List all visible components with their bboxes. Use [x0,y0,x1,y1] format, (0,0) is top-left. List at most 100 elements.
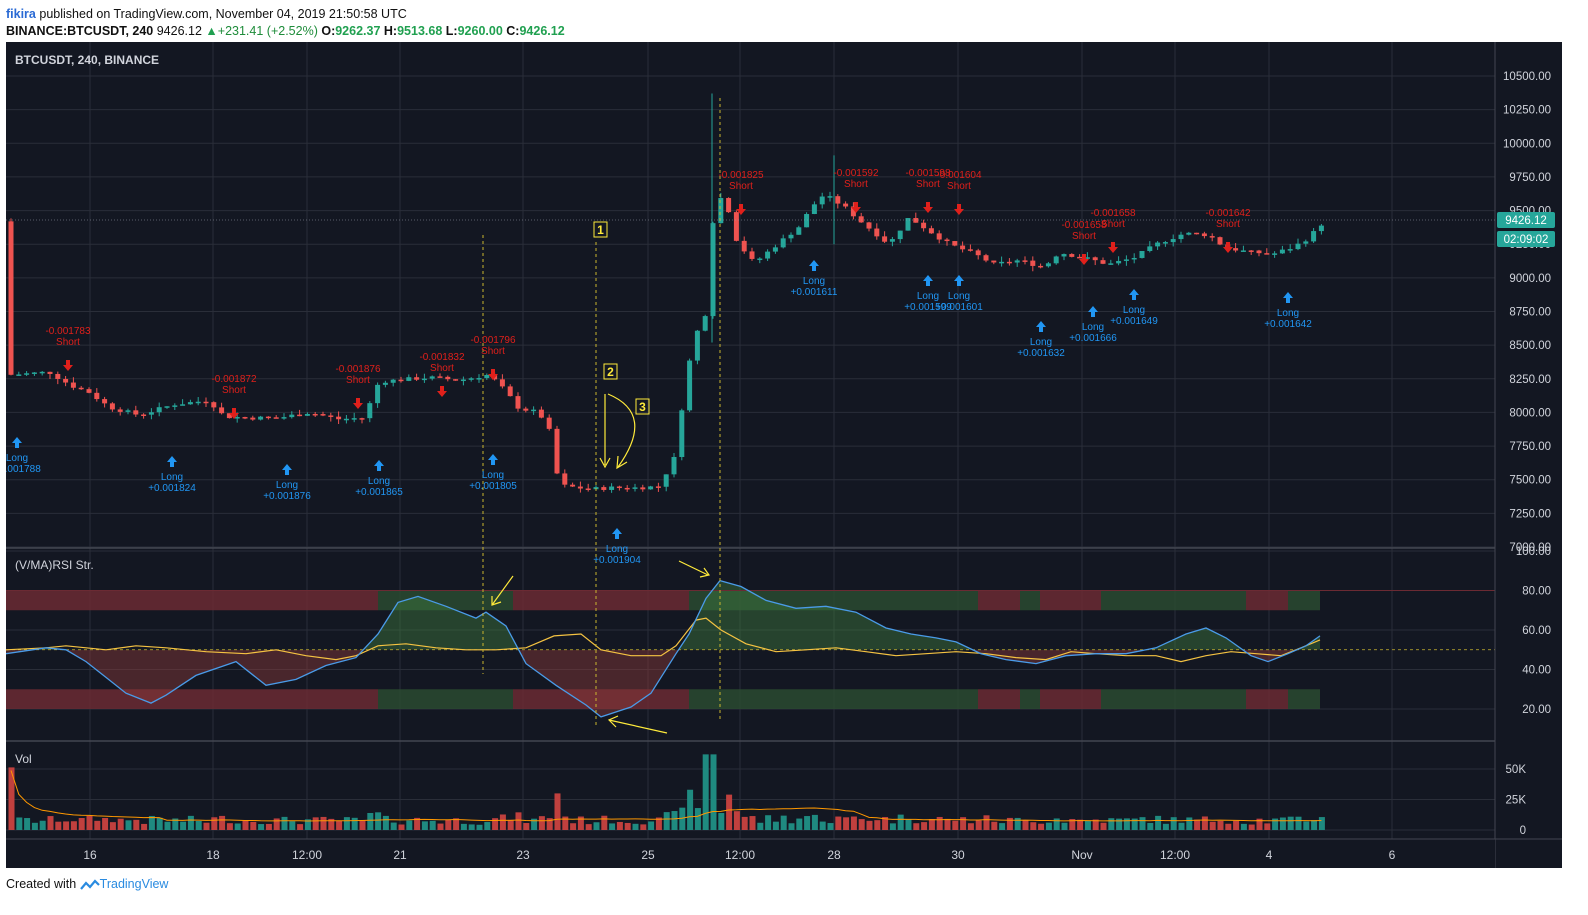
signal-value-label: +0.001788 [6,464,41,475]
long-arrow-icon [1283,292,1293,303]
annot-rsi-arrow-1-head [491,596,502,606]
annot-arrow-down-head [599,457,611,469]
tradingview-brand-link[interactable]: TradingView [99,877,169,891]
volume-bar [86,815,93,830]
volume-bar [31,822,38,830]
annot-rsi-arrow-2-head [699,567,711,578]
candle-body [1194,232,1200,235]
long-arrow-icon [923,275,933,286]
volume-bar [741,816,748,830]
volume-bar [24,818,31,830]
volume-bar [570,823,577,830]
long-arrow-icon [282,464,292,475]
vol-tick-label: 0 [1520,825,1526,837]
candle-body [437,376,443,378]
candle-body [382,382,388,385]
volume-bar [624,822,631,830]
rsi-lower-zone [1040,689,1101,709]
annot-box-3-label: 3 [639,400,646,414]
signal-value-label: +0.001601 [935,302,983,313]
price-tick-label: 7750.00 [1509,441,1551,453]
open-value: 9262.37 [335,24,381,38]
time-tick-label: 28 [827,848,841,862]
volume-bar [882,817,889,830]
volume-bar [1006,817,1013,830]
candle-body [445,376,451,380]
time-tick-label: 30 [951,848,965,862]
volume-bar [406,820,413,830]
candle-body [1201,233,1207,237]
candle-body [343,418,349,421]
annot-curve-head [616,455,628,470]
candle-body [874,228,880,237]
volume-bar [312,817,319,830]
countdown-badge-text: 02:09:02 [1504,234,1549,246]
volume-bar [1217,820,1224,830]
rsi-line [6,579,1321,718]
candle-body [733,212,739,241]
candle-body [289,414,295,418]
candle-body [944,239,950,242]
candle-body [772,247,778,252]
candle-body [632,487,638,489]
author-link[interactable]: fikira [6,7,36,21]
candle-body [172,405,178,407]
volume-bar [515,812,522,830]
signal-type-label: Long [1030,337,1052,348]
volume-bar [874,820,881,830]
signal-value-label: -0.001642 [1205,208,1250,219]
rsi-lower-zone [1101,689,1122,709]
rsi-fill-area [6,649,1320,717]
volume-bar [850,816,857,830]
up-triangle-icon: ▲ [205,24,218,38]
volume-bar [109,822,116,830]
volume-bar [445,819,452,830]
candle-body [1053,256,1059,264]
volume-bar [765,815,772,830]
volume-bar [804,816,811,830]
annot-rsi-arrow-3 [608,719,668,734]
volume-bar [640,824,647,830]
candle-body [928,228,934,234]
chart-canvas[interactable]: 1 2 3 Long+0.001788-0.001783ShortLong+0.… [6,42,1562,868]
rsi-upper-zone [1040,590,1101,611]
volume-bar [538,816,545,830]
signal-type-label: Short [1216,219,1240,230]
candle-body [1077,256,1083,259]
candle-body [1233,248,1239,251]
volume-bar [16,817,23,830]
short-arrow-icon [488,369,498,380]
rsi-upper-zone [1101,590,1122,611]
rsi-upper-zone [378,590,513,611]
footer: Created with TradingView [6,877,168,894]
candle-body [16,374,22,376]
chart-area[interactable]: 1 2 3 Long+0.001788-0.001783ShortLong+0.… [6,42,1562,868]
volume-bar [523,823,530,830]
price-tick-label: 9000.00 [1509,273,1551,285]
candle-body [1069,254,1075,257]
volume-bar [414,817,421,830]
signal-type-label: Short [1101,219,1125,230]
volume-bar [351,817,358,830]
volume-bar [343,817,350,830]
signal-type-label: Short [481,346,505,357]
signal-value-label: -0.001832 [419,352,464,363]
candle-body [1256,250,1262,254]
vol-tick-label: 50K [1506,764,1527,776]
candle-body [24,373,30,375]
candle-body [1123,259,1129,261]
candle-body [975,250,981,256]
volume-bar [289,821,296,830]
volume-bar [1272,818,1279,830]
candle-body [117,409,123,412]
price-tick-label: 7250.00 [1509,508,1551,520]
price-tick-label: 10250.00 [1503,105,1551,117]
candle-body [515,396,521,409]
candle-body [1295,243,1301,250]
signal-value-label: +0.001611 [791,287,838,298]
candle-body [47,371,53,374]
candle-body [375,384,381,404]
candle-body [390,379,396,383]
signal-value-label: +0.001805 [469,481,517,492]
rsi-tick-label: 40.00 [1522,665,1551,677]
